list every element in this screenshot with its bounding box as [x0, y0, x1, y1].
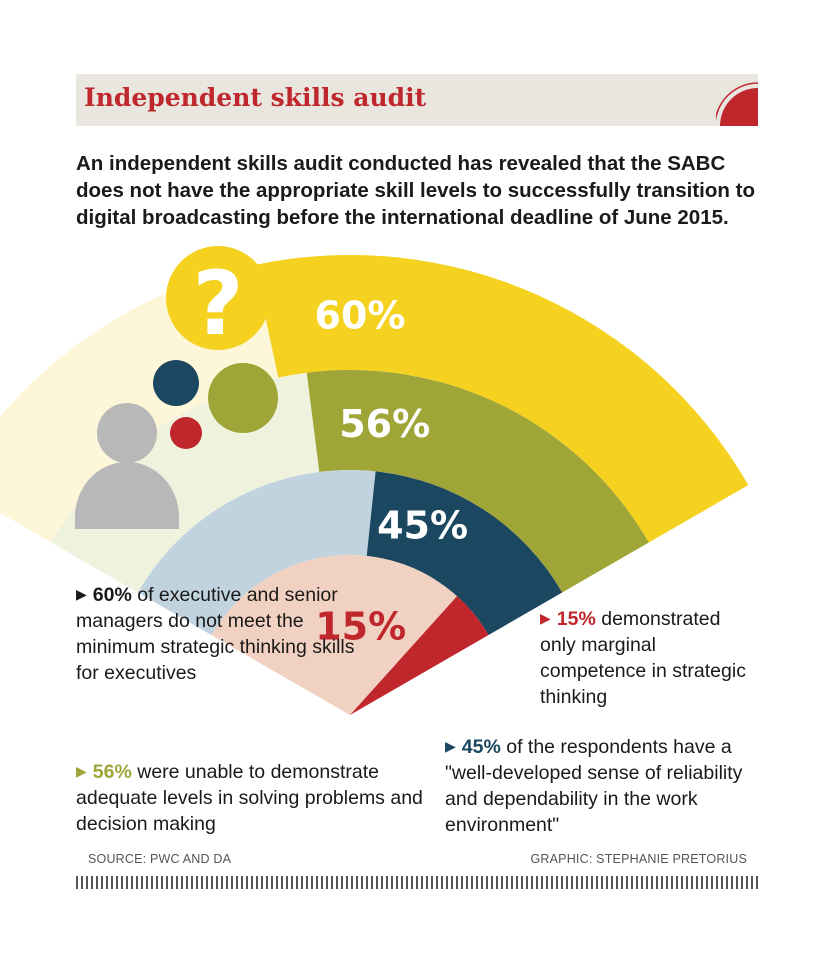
intro-text: An independent skills audit conducted ha…: [76, 152, 755, 229]
page-title: Independent skills audit: [84, 83, 427, 112]
bullet-triangle-icon: ▶: [540, 610, 551, 626]
bar-label-60: 60%: [315, 294, 406, 338]
bullet-triangle-icon: ▶: [76, 586, 87, 602]
navy-dot-icon: [153, 360, 199, 406]
olive-dot-icon: [208, 363, 278, 433]
callout-problems: ▶ 56% were unable to demonstrate adequate…: [76, 758, 426, 837]
bullet-triangle-icon: ▶: [76, 763, 87, 779]
callout-problems-pct: 56%: [92, 761, 132, 783]
question-mark-icon: ?: [192, 252, 243, 355]
footer-credit: GRAPHIC: STEPHANIE PRETORIUS: [530, 852, 747, 866]
bar-label-15: 15%: [315, 605, 406, 649]
question-circle-icon: [166, 246, 270, 350]
bar-label-45: 45%: [377, 503, 468, 547]
callout-marginal-pct: 15%: [556, 608, 596, 630]
track-ring-4: [211, 555, 458, 715]
footer-source: SOURCE: PWC AND DA: [88, 852, 232, 866]
header-bar: Independent skills audit: [76, 74, 758, 126]
callout-executives-text: of executive and senior managers do not …: [76, 584, 355, 684]
bar-56: [306, 370, 649, 593]
bar-label-56: 56%: [339, 402, 430, 446]
bar-15: [350, 596, 489, 715]
bar-45: [366, 471, 563, 635]
callout-executives: ▶ 60% of executive and senior managers do…: [76, 581, 366, 686]
track-ring-3: [137, 469, 376, 635]
callout-marginal: ▶ 15% demonstrated only marginal competen…: [540, 605, 755, 710]
corner-arc-icon: [716, 82, 758, 126]
callout-marginal-text: demonstrated only marginal competence in…: [540, 608, 746, 708]
red-dot-icon: [170, 417, 202, 449]
footer-barcode: [76, 876, 758, 889]
callout-executives-pct: 60%: [92, 584, 132, 606]
person-icon: [75, 403, 179, 529]
callout-problems-text: were unable to demonstrate adequate leve…: [76, 761, 423, 835]
callout-respondents-text: of the respondents have a "well-develope…: [445, 736, 743, 836]
callout-respondents-pct: 45%: [461, 736, 501, 758]
bar-60: [254, 254, 749, 543]
bullet-triangle-icon: ▶: [445, 738, 456, 754]
callout-respondents: ▶ 45% of the respondents have a "well-dev…: [445, 733, 750, 838]
